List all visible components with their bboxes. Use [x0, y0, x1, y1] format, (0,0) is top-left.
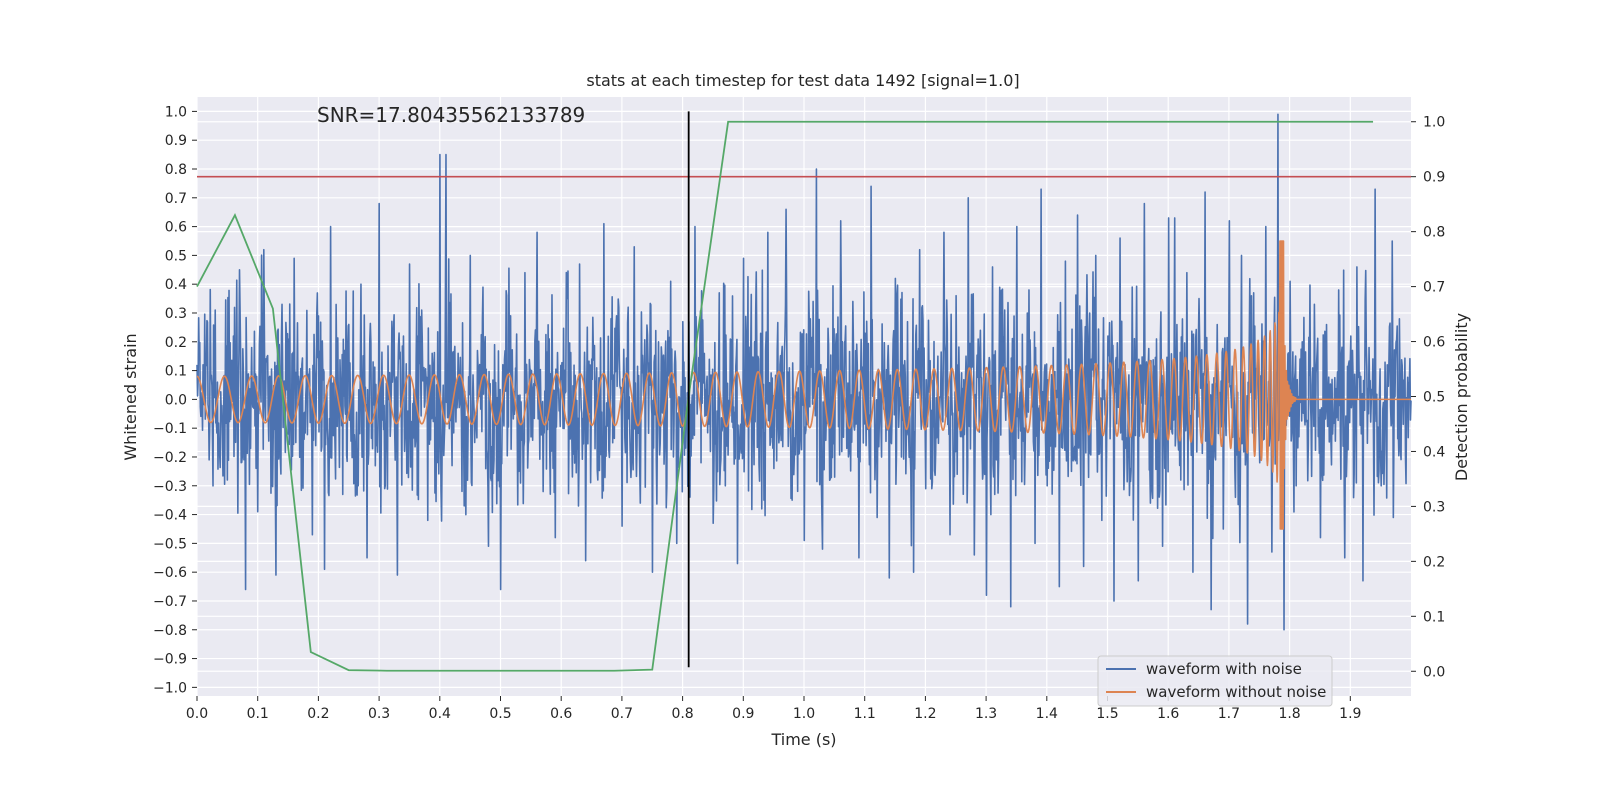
- x-tick-label: 0.2: [307, 706, 329, 722]
- x-tick-label: 1.3: [975, 706, 997, 722]
- x-tick-label: 1.1: [854, 706, 876, 722]
- y2-tick-label: 0.1: [1423, 609, 1445, 625]
- x-axis-label: Time (s): [770, 730, 836, 749]
- y-tick-label: 0.6: [165, 220, 187, 236]
- y-tick-label: −1.0: [153, 680, 187, 696]
- y2-tick-label: 1.0: [1423, 115, 1445, 131]
- y-tick-label: −0.2: [153, 450, 187, 466]
- y2-tick-label: 0.2: [1423, 554, 1445, 570]
- x-tick-label: 1.9: [1339, 706, 1361, 722]
- y-tick-label: 0.7: [165, 191, 187, 207]
- x-tick-label: 0.1: [247, 706, 269, 722]
- y-tick-label: 0.8: [165, 162, 187, 178]
- y-tick-label: 0.3: [165, 306, 187, 322]
- x-axis-ticks: 0.0 0.1 0.2 0.3 0.4 0.5 0.6 0.7 0.8 0.9 1.0 1.1 1.2 1…: [186, 696, 1361, 722]
- y2-tick-label: 0.9: [1423, 170, 1445, 186]
- x-tick-label: 1.5: [1096, 706, 1118, 722]
- plot-area: [196, 97, 1412, 696]
- y2-tick-label: 0.0: [1423, 664, 1445, 680]
- y-tick-label: −0.1: [153, 421, 187, 437]
- x-tick-label: 0.0: [186, 706, 208, 722]
- y2-tick-label: 0.7: [1423, 280, 1445, 296]
- y-tick-label: 0.1: [165, 364, 187, 380]
- y-tick-label: −0.8: [153, 623, 187, 639]
- marker-layer: [196, 111, 1411, 672]
- x-tick-label: 0.6: [550, 706, 572, 722]
- x-tick-label: 1.0: [793, 706, 815, 722]
- y2-tick-label: 0.3: [1423, 499, 1445, 515]
- legend-box: [1097, 655, 1333, 707]
- series-layer: [196, 113, 1412, 631]
- y-tick-label: −0.9: [153, 652, 187, 668]
- waveform-with-noise-line: [196, 113, 1412, 631]
- y2-tick-label: 0.4: [1423, 444, 1445, 460]
- y-tick-label: 0.5: [165, 248, 187, 264]
- waveform-without-noise-line: [196, 240, 1412, 530]
- x-tick-label: 0.8: [671, 706, 693, 722]
- y-axis-label: Whitened strain: [121, 333, 140, 460]
- y-tick-label: −0.7: [153, 594, 187, 610]
- y-tick-label: −0.6: [153, 565, 187, 581]
- x-tick-label: 1.8: [1278, 706, 1300, 722]
- y2-axis-label: Detection probability: [1452, 313, 1471, 481]
- y-tick-label: 0.0: [165, 392, 187, 408]
- y-tick-label: −0.4: [153, 508, 187, 524]
- y-axis-ticks: 1.0 0.9 0.8 0.7 0.6 0.5 0.4 0.3 0.2 0.1 0.0 −0.1 −0.…: [153, 104, 197, 696]
- x-tick-label: 1.4: [1036, 706, 1058, 722]
- y-tick-label: 0.9: [165, 133, 187, 149]
- x-tick-label: 0.9: [732, 706, 754, 722]
- x-tick-label: 0.7: [611, 706, 633, 722]
- legend-label-clean: waveform without noise: [1146, 683, 1326, 701]
- legend-label-noise: waveform with noise: [1146, 660, 1302, 678]
- x-tick-label: 1.6: [1157, 706, 1179, 722]
- x-tick-label: 1.2: [914, 706, 936, 722]
- y2-tick-label: 0.8: [1423, 225, 1445, 241]
- y-tick-label: −0.3: [153, 479, 187, 495]
- snr-annotation: SNR=17.80435562133789: [317, 103, 585, 127]
- detection-probability-line: [196, 120, 1374, 672]
- y2-axis-ticks: 1.0 0.9 0.8 0.7 0.6 0.5 0.4 0.3 0.2 0.1 0.0: [1411, 115, 1445, 680]
- chart-title: stats at each timestep for test data 149…: [586, 71, 1019, 90]
- y2-tick-label: 0.5: [1423, 390, 1445, 406]
- y-tick-label: −0.5: [153, 536, 187, 552]
- x-tick-label: 0.3: [368, 706, 390, 722]
- y-tick-label: 1.0: [165, 104, 187, 120]
- x-tick-label: 0.4: [429, 706, 451, 722]
- y-tick-label: 0.4: [165, 277, 187, 293]
- y-tick-label: 0.2: [165, 335, 187, 351]
- x-tick-label: 1.7: [1218, 706, 1240, 722]
- x-tick-label: 0.5: [489, 706, 511, 722]
- legend: waveform with noise waveform without noi…: [1097, 655, 1333, 707]
- y2-tick-label: 0.6: [1423, 335, 1445, 351]
